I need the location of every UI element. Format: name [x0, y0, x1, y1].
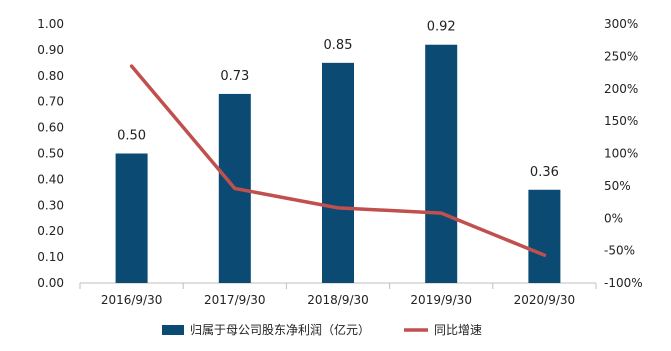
x-tick-label: 2019/9/30: [410, 293, 472, 307]
x-tick-label: 2020/9/30: [514, 293, 576, 307]
y-left-tick-label: 0.80: [37, 69, 64, 83]
bar-data-label: 0.73: [220, 69, 249, 84]
x-tick-label: 2017/9/30: [204, 293, 266, 307]
growth-point: [233, 186, 237, 190]
bar: [322, 62, 354, 283]
y-left-tick-label: 0.60: [37, 121, 64, 135]
bar-data-label: 0.36: [530, 165, 559, 180]
y-right-tick-label: 300%: [604, 17, 638, 31]
growth-point: [439, 211, 443, 215]
y-right-tick-label: 0%: [604, 211, 623, 225]
y-right-tick-label: 100%: [604, 147, 638, 161]
y-right-tick-label: -50%: [604, 244, 635, 258]
y-right-tick-label: -100%: [604, 276, 643, 290]
y-left-tick-label: 0.50: [37, 147, 64, 161]
legend-bar-label: 归属于母公司股东净利润（亿元）: [190, 322, 370, 337]
y-left-tick-label: 0.20: [37, 224, 64, 238]
y-right-tick-label: 50%: [604, 179, 631, 193]
legend-bar-swatch: [162, 325, 184, 335]
y-right-tick-label: 200%: [604, 82, 638, 96]
growth-point: [130, 64, 134, 68]
y-left-tick-label: 1.00: [37, 17, 64, 31]
y-left-tick-label: 0.90: [37, 43, 64, 57]
y-left-tick-label: 0.00: [37, 276, 64, 290]
bar: [115, 153, 148, 283]
y-right-tick-label: 150%: [604, 114, 638, 128]
y-left-tick-label: 0.70: [37, 95, 64, 109]
y-left-tick-label: 0.10: [37, 250, 64, 264]
y-left-tick-label: 0.40: [37, 172, 64, 186]
growth-point: [542, 253, 546, 257]
bar: [528, 189, 561, 283]
bar-data-label: 0.85: [324, 38, 353, 53]
y-right-tick-label: 250%: [604, 49, 638, 63]
x-tick-label: 2016/9/30: [101, 293, 163, 307]
bar: [425, 44, 458, 283]
legend-line-label: 同比增速: [434, 323, 482, 337]
x-tick-label: 2018/9/30: [307, 293, 369, 307]
y-left-tick-label: 0.30: [37, 198, 64, 212]
bar-data-label: 0.50: [117, 129, 146, 144]
growth-point: [336, 206, 340, 210]
bar-data-label: 0.92: [427, 20, 456, 35]
